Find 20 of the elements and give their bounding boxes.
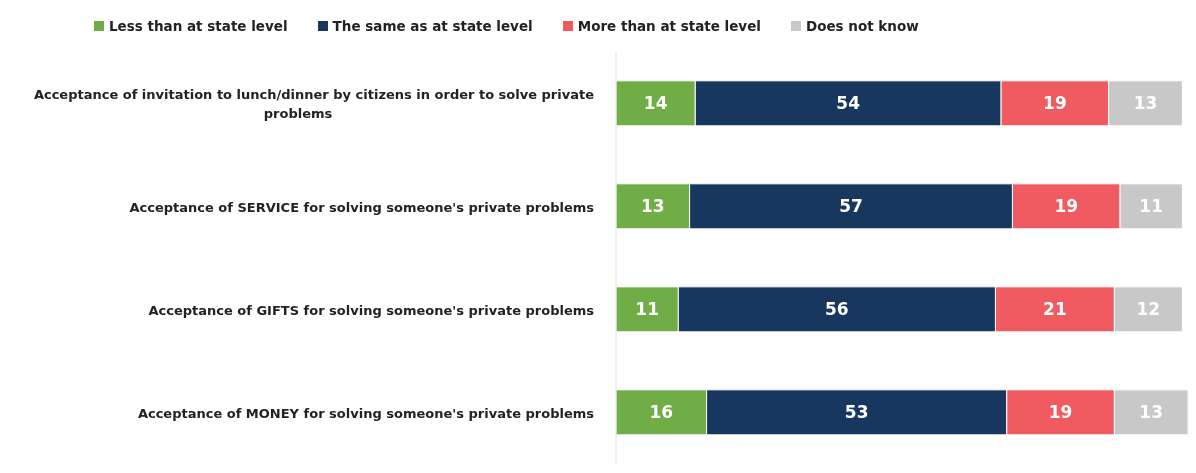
data-label: 54 [836,93,861,114]
data-label: 56 [825,299,849,320]
data-label: 13 [640,196,665,217]
legend-label: The same as at state level [331,18,533,34]
data-label: 19 [1043,93,1067,114]
data-label: 19 [1054,196,1079,217]
data-label: 21 [1043,299,1067,320]
legend-label: Less than at state level [108,18,288,34]
data-label: 57 [839,196,863,217]
y-tick-label: Acceptance of SERVICE for solving someone's private problems [129,199,595,214]
y-tick-label: Acceptance of invitation to lunch/dinner by citizens in order to solve private problems [33,86,595,121]
legend-label: More than at state level [576,18,761,34]
data-label: 19 [1048,402,1073,423]
data-label: 53 [844,402,869,423]
y-tick-label: Acceptance of MONEY for solving someone's private problems [137,405,595,420]
legend-label: Does not know [804,18,919,34]
y-tick-label: Acceptance of GIFTS for solving someone's private problems [148,302,595,317]
data-label: 14 [643,93,668,114]
data-label: 16 [649,402,674,423]
data-label: 11 [635,299,659,320]
